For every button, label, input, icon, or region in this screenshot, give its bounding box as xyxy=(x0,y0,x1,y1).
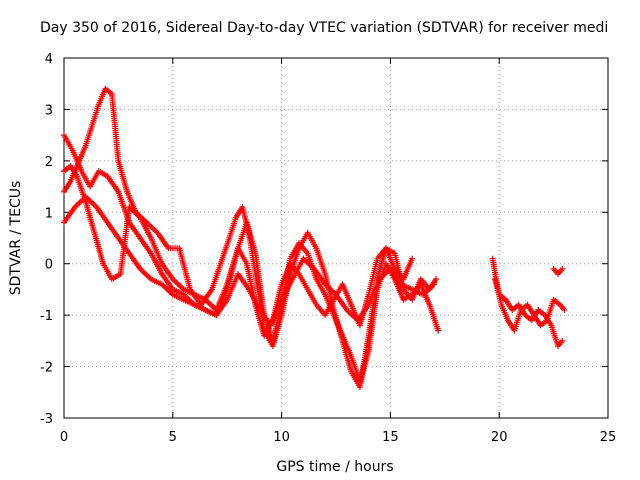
data-point xyxy=(409,255,416,262)
x-tick-label: 20 xyxy=(491,430,508,445)
x-tick-label: 10 xyxy=(273,430,290,445)
data-point xyxy=(561,307,568,313)
grid xyxy=(64,58,608,418)
y-tick-label: -2 xyxy=(40,361,53,376)
series-track-g xyxy=(550,265,566,277)
x-tick-label: 5 xyxy=(169,430,177,445)
x-tick-label: 25 xyxy=(600,430,617,445)
data-point xyxy=(559,337,566,344)
series-track-a xyxy=(61,85,440,391)
data-point xyxy=(559,265,566,272)
y-axis-label: SDTVAR / TECUs xyxy=(8,181,24,296)
data-point xyxy=(430,281,437,288)
data-point xyxy=(435,327,442,334)
series-track-d xyxy=(61,193,437,329)
y-tick-label: 0 xyxy=(45,258,53,273)
y-tick-label: -3 xyxy=(40,412,53,427)
x-axis-label: GPS time / hours xyxy=(276,459,393,475)
chart-title: Day 350 of 2016, Sidereal Day-to-day VTE… xyxy=(40,20,608,36)
data-point xyxy=(433,276,440,283)
y-tick-label: 4 xyxy=(45,52,53,67)
y-tick-label: -1 xyxy=(40,309,53,324)
series-track-f xyxy=(491,276,566,349)
x-tick-label: 0 xyxy=(60,430,68,445)
y-tick-label: 1 xyxy=(45,206,53,221)
data-points xyxy=(61,85,568,391)
axis-ticks: 0 5 10 15 20 25 -3 -2 -1 0 1 2 3 4 xyxy=(40,52,616,445)
y-tick-label: 2 xyxy=(45,155,53,170)
x-tick-label: 15 xyxy=(382,430,399,445)
plot-frame xyxy=(63,57,609,419)
y-tick-label: 3 xyxy=(45,103,53,118)
